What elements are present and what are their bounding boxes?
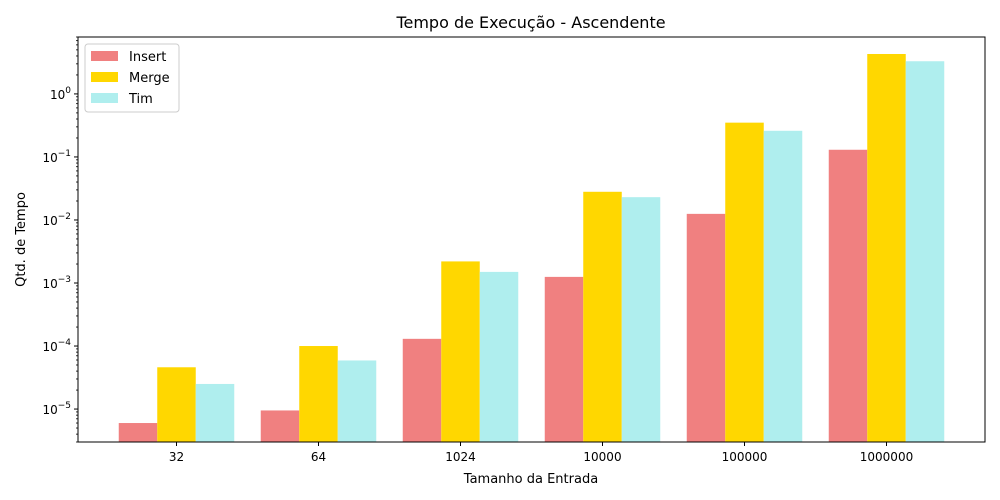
- x-axis: 32 64 1024 10000 100000 1000000: [169, 442, 913, 464]
- x-tick-label: 100000: [722, 450, 768, 464]
- y-tick-label: 10−2: [42, 212, 71, 228]
- bar-insert-10000: [544, 276, 584, 442]
- plot-frame: [77, 36, 986, 443]
- x-tick-label: 32: [169, 450, 184, 464]
- y-tick-label: 10−3: [42, 275, 71, 291]
- bar-tim-1000000: [905, 61, 945, 443]
- x-tick-label: 1024: [445, 450, 476, 464]
- bar-merge-64: [299, 346, 338, 442]
- x-tick-label: 1000000: [860, 450, 913, 464]
- x-tick-label: 64: [311, 450, 326, 464]
- legend-label-tim: Tim: [128, 92, 153, 107]
- bar-insert-32: [118, 423, 158, 442]
- bar-tim-1024: [479, 271, 519, 442]
- y-tick-label: 10−4: [42, 338, 71, 354]
- x-tick-label: 10000: [583, 450, 621, 464]
- bar-insert-1000000: [828, 149, 868, 442]
- y-tick-label: 10−1: [42, 149, 71, 165]
- bar-tim-10000: [621, 197, 661, 442]
- bar-merge-1000000: [867, 53, 906, 442]
- y-tick-label: 100: [50, 86, 71, 102]
- legend-label-merge: Merge: [129, 71, 170, 86]
- legend-label-insert: Insert: [129, 50, 166, 65]
- chart-title: Tempo de Execução - Ascendente: [395, 13, 665, 32]
- legend-swatch-merge: [91, 72, 118, 82]
- bar-tim-100000: [763, 130, 803, 443]
- bar-insert-1024: [402, 338, 442, 442]
- legend: Insert Merge Tim: [84, 43, 180, 113]
- legend-swatch-insert: [91, 51, 118, 61]
- bar-tim-32: [195, 383, 235, 442]
- bar-merge-1024: [441, 261, 480, 442]
- bar-insert-100000: [686, 213, 726, 442]
- x-axis-label: Tamanho da Entrada: [463, 472, 598, 487]
- y-axis-label: Qtd. de Tempo: [14, 192, 29, 287]
- bar-merge-10000: [583, 191, 622, 442]
- bar-merge-100000: [725, 122, 764, 442]
- y-axis: 10−5 10−4 10−3 10−2 10−1 100: [42, 36, 78, 443]
- legend-swatch-tim: [91, 93, 118, 103]
- bar-insert-64: [260, 410, 300, 442]
- bar-tim-64: [337, 360, 377, 442]
- bars-layer: [118, 53, 945, 443]
- bar-merge-32: [157, 367, 196, 442]
- y-tick-label: 10−5: [42, 401, 71, 417]
